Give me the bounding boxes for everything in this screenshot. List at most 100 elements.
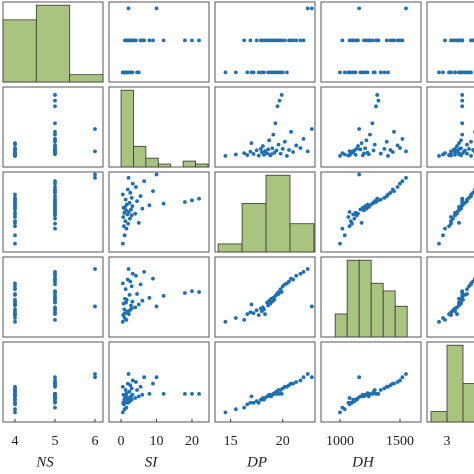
scatter-point: [135, 199, 139, 204]
scatter-point: [390, 381, 395, 386]
scatter-point: [127, 293, 132, 297]
panel: [320, 341, 422, 423]
scatter-point: [272, 297, 277, 302]
x-tick-label: 20: [276, 434, 290, 449]
scatter-point: [294, 273, 299, 278]
scatter-point: [384, 139, 389, 144]
scatter-point: [151, 38, 155, 43]
scatter-point: [13, 192, 17, 197]
scatter-point: [460, 38, 465, 43]
scatter-point: [123, 70, 128, 75]
scatter-point: [13, 307, 17, 312]
scatter-point: [357, 172, 362, 177]
scatter-point: [266, 147, 271, 152]
scatter-point: [291, 381, 296, 386]
scatter-point: [13, 319, 17, 324]
scatter-point: [340, 38, 345, 43]
scatter-point: [453, 307, 457, 312]
scatter-point: [305, 149, 310, 154]
axis-label: DH: [351, 454, 375, 470]
scatter-point: [469, 139, 473, 144]
scatter-point: [53, 146, 57, 150]
scatter-point: [53, 391, 57, 396]
scatter-point: [93, 372, 97, 376]
scatter-point: [364, 138, 369, 143]
scatter-point: [134, 185, 138, 189]
scatter-point: [126, 6, 131, 11]
scatter-point: [460, 196, 465, 201]
histogram-bar: [358, 259, 372, 338]
scatter-point: [453, 152, 457, 157]
scatter-point: [13, 407, 17, 412]
scatter-point: [471, 38, 474, 43]
scatter-point: [147, 38, 152, 43]
scatter-point: [457, 152, 461, 157]
scatter-point: [140, 206, 145, 211]
scatter-point: [340, 226, 345, 231]
scatter-point: [130, 392, 135, 397]
scatter-point: [449, 215, 453, 219]
scatter-point: [347, 396, 352, 400]
scatter-point: [151, 276, 155, 281]
scatter-point: [53, 121, 57, 126]
scatter-point: [122, 233, 127, 238]
scatter-point: [256, 70, 261, 75]
scatter-point: [262, 70, 266, 75]
scatter-point: [129, 195, 134, 200]
scatter-point: [53, 226, 57, 231]
scatter-point: [123, 38, 127, 43]
scatter-point: [138, 194, 143, 199]
scatter-point: [449, 313, 453, 318]
scatter-point: [140, 298, 145, 303]
scatter-point: [365, 391, 370, 396]
scatter-point: [126, 175, 131, 180]
scatter-point: [121, 301, 126, 306]
panel: [320, 171, 422, 253]
histogram-bar: [394, 305, 408, 338]
scatter-point: [129, 303, 133, 308]
scatter-point: [346, 70, 351, 75]
scatter-point: [363, 146, 368, 151]
scatter-point: [353, 397, 358, 402]
scatter-point: [123, 388, 128, 392]
scatter-point: [372, 199, 377, 204]
histogram-bar: [35, 4, 71, 83]
scatter-point: [124, 391, 129, 396]
scatter-point: [291, 150, 296, 154]
scatter-point: [370, 38, 375, 43]
scatter-point: [125, 277, 130, 282]
scatter-point: [340, 151, 345, 155]
scatter-point: [357, 375, 362, 380]
scatter-point: [138, 282, 143, 287]
scatter-point: [437, 154, 441, 158]
histogram-bar: [446, 344, 464, 423]
scatter-point: [359, 220, 364, 225]
scatter-point: [120, 319, 125, 324]
scatter-point: [136, 394, 141, 399]
scatter-point: [279, 93, 284, 97]
scatter-point: [356, 144, 360, 148]
scatter-point: [142, 38, 147, 43]
scatter-point: [256, 153, 261, 158]
scatter-point: [245, 153, 250, 157]
scatter-point: [140, 392, 145, 397]
scatter-point: [223, 154, 228, 158]
panel: [214, 256, 316, 338]
scatter-point: [133, 305, 138, 310]
scatter-point: [280, 146, 285, 151]
scatter-point: [460, 121, 465, 126]
scatter-point: [298, 271, 303, 276]
scatter-point: [301, 38, 306, 43]
scatter-point: [256, 400, 261, 405]
scatter-point: [309, 304, 314, 309]
scatter-point: [13, 287, 17, 292]
histogram-bar: [217, 243, 243, 253]
scatter-point: [53, 221, 57, 226]
scatter-point: [129, 213, 134, 218]
scatter-point: [437, 241, 441, 246]
scatter-point: [375, 391, 380, 396]
scatter-point: [309, 127, 314, 131]
scatter-point: [346, 153, 351, 158]
scatter-point: [276, 292, 281, 296]
scatter-point: [249, 394, 254, 399]
